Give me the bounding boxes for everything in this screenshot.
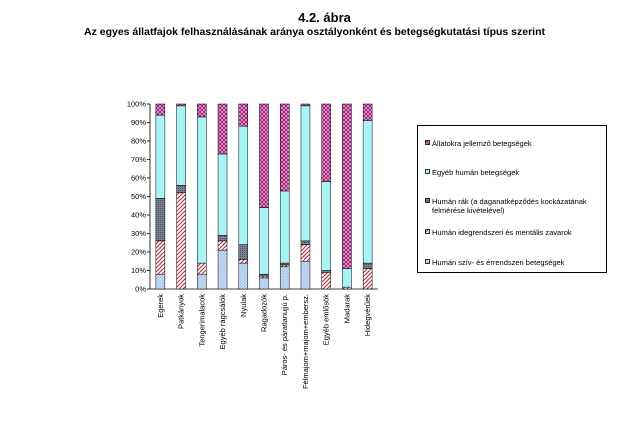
- bar-segment: [300, 105, 311, 242]
- bar-segment: [300, 261, 311, 290]
- bar-segment: [342, 286, 352, 290]
- bar-segment: [362, 262, 373, 269]
- bar-segment: [217, 249, 228, 290]
- x-tick-label: Egyéb rágcsálók: [218, 294, 227, 350]
- legend-swatch-darkgray: [425, 198, 430, 203]
- y-tick-label: 80%: [131, 137, 146, 146]
- bar-segment: [259, 275, 269, 279]
- legend-label: Humán rák (a daganatképződés kockázatána…: [432, 197, 587, 215]
- bar-segment: [217, 235, 228, 242]
- bar-segment: [279, 266, 290, 290]
- y-tick-label: 50%: [131, 192, 146, 201]
- bar-segment: [176, 192, 186, 290]
- bar-segment: [176, 185, 186, 194]
- y-tick-label: 100%: [127, 100, 147, 109]
- bar-segment: [321, 270, 331, 273]
- legend-label: Egyéb humán betegségek: [432, 168, 520, 177]
- bar-segment: [197, 103, 207, 118]
- bar-segment: [217, 240, 228, 251]
- bar-segment: [279, 264, 290, 268]
- x-tick-label: Patkányok: [177, 294, 186, 329]
- x-tick-label: Tengerimalacok: [197, 294, 206, 347]
- bar-segment: [197, 262, 207, 275]
- bar-segment: [259, 273, 269, 277]
- x-tick-label: Félmajom+majom+embersz.: [301, 294, 310, 389]
- y-tick-label: 10%: [131, 266, 146, 275]
- bar-segment: [342, 268, 352, 288]
- legend-swatch-lightblue: [425, 259, 430, 264]
- bar-segment: [217, 103, 228, 155]
- x-tick-label: Páros- és páratlanujjú p.: [280, 294, 289, 375]
- bar-segment: [342, 103, 352, 269]
- legend-label: Állatokra jellemző betegségek: [432, 139, 532, 148]
- y-tick-label: 60%: [131, 174, 146, 183]
- bar-segment: [238, 125, 249, 245]
- bar-segment: [362, 120, 373, 264]
- y-tick-label: 0%: [135, 285, 146, 294]
- y-tick-label: 90%: [131, 118, 146, 127]
- bar-segment: [176, 103, 186, 107]
- plot-area: 0% 10% 20% 30% 40% 50% 60% 70% 80% 90% 100% Egerek P…: [127, 100, 378, 389]
- bar-segment: [238, 262, 249, 290]
- bar-segment: [155, 103, 166, 116]
- legend-swatch-hatch: [425, 229, 430, 234]
- bar-segment: [217, 153, 228, 236]
- x-tick-label: Hidegvérűek: [363, 294, 372, 336]
- legend-swatch-magenta: [425, 140, 430, 145]
- bar-segment: [279, 103, 290, 192]
- y-tick-label: 70%: [131, 155, 146, 164]
- bar-segment: [362, 268, 373, 290]
- x-tick-label: Egerek: [156, 294, 165, 318]
- figure-title-block: 4.2. ábra Az egyes állatfajok felhasznál…: [0, 10, 629, 39]
- figure-title: Az egyes állatfajok felhasználásának ará…: [83, 26, 545, 38]
- legend-swatch-cyan: [425, 169, 430, 174]
- bar-segment: [321, 181, 331, 271]
- bar-segment: [259, 277, 269, 290]
- x-tick-label: Ragadozók: [260, 294, 269, 332]
- bar-segment: [300, 103, 311, 107]
- bar-segment: [238, 259, 249, 264]
- bar-segment: [279, 190, 290, 264]
- bar-segment: [176, 105, 186, 186]
- bar-segment: [321, 103, 331, 182]
- bar-segment: [238, 244, 249, 260]
- bar-segment: [197, 116, 207, 264]
- bar-segment: [197, 273, 207, 290]
- y-tick-label: 30%: [131, 229, 146, 238]
- bar-segment: [238, 103, 249, 127]
- bar-segment: [155, 240, 166, 275]
- bar-segment: [155, 114, 166, 199]
- legend: Állatokra jellemző betegségek Egyéb humá…: [417, 125, 607, 273]
- y-tick-label: 40%: [131, 211, 146, 220]
- x-tick-label: Madarak: [342, 294, 351, 323]
- bar-segment: [259, 103, 269, 208]
- bar-segment: [321, 272, 331, 290]
- legend-label: Humán idegrendszeri és mentális zavarok: [432, 228, 572, 237]
- bar-segment: [155, 198, 166, 242]
- bar-segment: [362, 103, 373, 121]
- x-tick-label: Egyéb emlősök: [322, 294, 331, 346]
- bar-segment: [259, 207, 269, 275]
- bar-segment: [300, 244, 311, 262]
- bar-segment: [300, 240, 311, 245]
- x-tick-label: Nyulak: [239, 294, 248, 317]
- bar-segment: [155, 273, 166, 290]
- y-tick-label: 20%: [131, 248, 146, 257]
- bar-segment: [279, 262, 290, 266]
- legend-label: Humán szív- és érrendszeri betegségek: [432, 258, 565, 267]
- figure-number: 4.2. ábra: [298, 10, 351, 25]
